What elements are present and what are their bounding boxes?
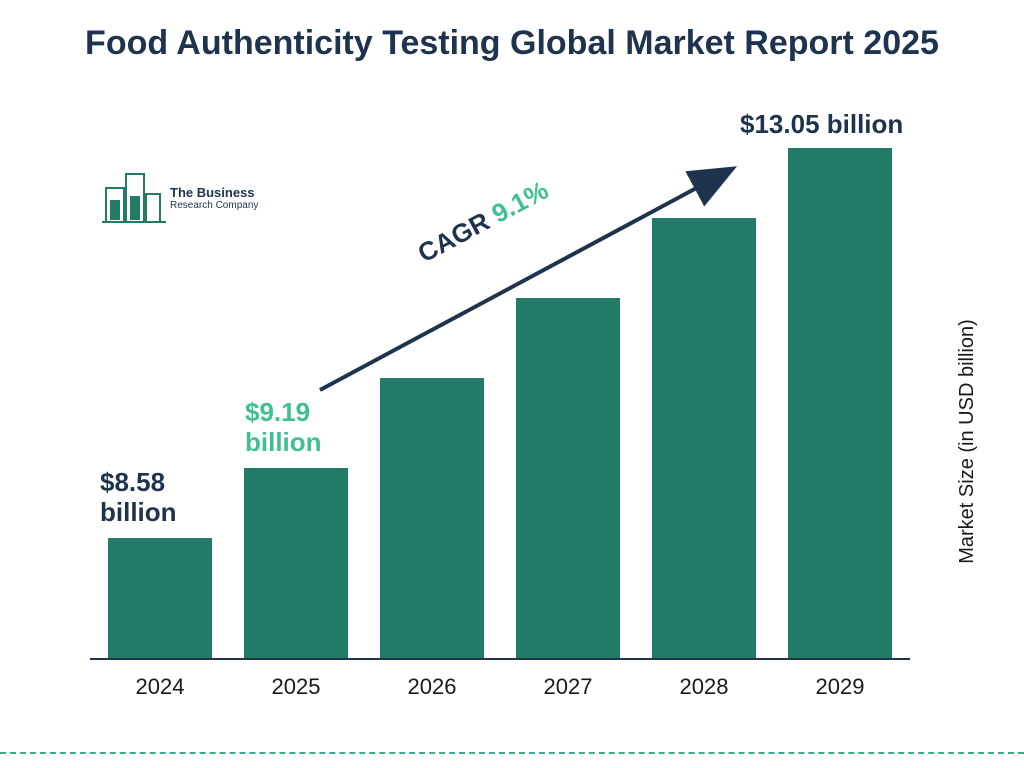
canvas: Food Authenticity Testing Global Market … [0, 0, 1024, 768]
value-label-2029: $13.05 billion [740, 110, 903, 140]
value-label-2024: $8.58 billion [100, 468, 177, 528]
x-label-2027: 2027 [516, 674, 620, 700]
x-label-2024: 2024 [108, 674, 212, 700]
bar-2026 [380, 378, 484, 658]
bar-2028 [652, 218, 756, 658]
bar-2027 [516, 298, 620, 658]
x-label-2026: 2026 [380, 674, 484, 700]
x-label-2028: 2028 [652, 674, 756, 700]
bar-2025 [244, 468, 348, 658]
value-label-2024-line1: $8.58 [100, 467, 165, 497]
x-label-2025: 2025 [244, 674, 348, 700]
bar-2029 [788, 148, 892, 658]
value-label-2024-line2: billion [100, 497, 177, 527]
y-axis-title: Market Size (in USD billion) [956, 319, 979, 564]
value-label-2025-line2: billion [245, 427, 322, 457]
value-label-2025: $9.19 billion [245, 398, 322, 458]
bar-chart: 2024 2025 2026 2027 2028 2029 [90, 150, 910, 710]
bar-2024 [108, 538, 212, 658]
x-label-2029: 2029 [788, 674, 892, 700]
chart-title: Food Authenticity Testing Global Market … [0, 24, 1024, 63]
footer-divider [0, 752, 1024, 754]
value-label-2025-line1: $9.19 [245, 397, 310, 427]
